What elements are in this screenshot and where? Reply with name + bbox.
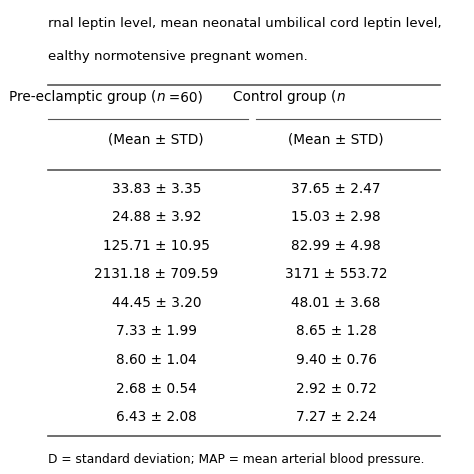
Text: 7.27 ± 2.24: 7.27 ± 2.24 bbox=[296, 410, 376, 424]
Text: n: n bbox=[156, 90, 165, 104]
Text: Control group (: Control group ( bbox=[233, 90, 336, 104]
Text: 2.68 ± 0.54: 2.68 ± 0.54 bbox=[116, 382, 197, 395]
Text: D = standard deviation; MAP = mean arterial blood pressure.: D = standard deviation; MAP = mean arter… bbox=[48, 453, 425, 465]
Text: 2131.18 ± 709.59: 2131.18 ± 709.59 bbox=[94, 267, 219, 282]
Text: 7.33 ± 1.99: 7.33 ± 1.99 bbox=[116, 324, 197, 338]
Text: 8.65 ± 1.28: 8.65 ± 1.28 bbox=[296, 324, 376, 338]
Text: (Mean ± STD): (Mean ± STD) bbox=[109, 133, 204, 147]
Text: Pre-eclamptic group (: Pre-eclamptic group ( bbox=[9, 90, 156, 104]
Text: n: n bbox=[336, 90, 345, 104]
Text: 3171 ± 553.72: 3171 ± 553.72 bbox=[285, 267, 387, 282]
Text: 125.71 ± 10.95: 125.71 ± 10.95 bbox=[103, 239, 210, 253]
Text: 33.83 ± 3.35: 33.83 ± 3.35 bbox=[111, 182, 201, 196]
Text: 6.43 ± 2.08: 6.43 ± 2.08 bbox=[116, 410, 197, 424]
Text: (Mean ± STD): (Mean ± STD) bbox=[288, 133, 384, 147]
Text: 44.45 ± 3.20: 44.45 ± 3.20 bbox=[111, 296, 201, 310]
Text: 8.60 ± 1.04: 8.60 ± 1.04 bbox=[116, 353, 197, 367]
Text: 15.03 ± 2.98: 15.03 ± 2.98 bbox=[292, 210, 381, 224]
Text: ealthy normotensive pregnant women.: ealthy normotensive pregnant women. bbox=[48, 50, 308, 63]
Text: 82.99 ± 4.98: 82.99 ± 4.98 bbox=[291, 239, 381, 253]
Text: 48.01 ± 3.68: 48.01 ± 3.68 bbox=[292, 296, 381, 310]
Text: 24.88 ± 3.92: 24.88 ± 3.92 bbox=[111, 210, 201, 224]
Text: =60): =60) bbox=[166, 90, 203, 104]
Text: 37.65 ± 2.47: 37.65 ± 2.47 bbox=[292, 182, 381, 196]
Text: rnal leptin level, mean neonatal umbilical cord leptin level,: rnal leptin level, mean neonatal umbilic… bbox=[48, 17, 442, 29]
Text: 2.92 ± 0.72: 2.92 ± 0.72 bbox=[296, 382, 376, 395]
Text: 9.40 ± 0.76: 9.40 ± 0.76 bbox=[296, 353, 376, 367]
